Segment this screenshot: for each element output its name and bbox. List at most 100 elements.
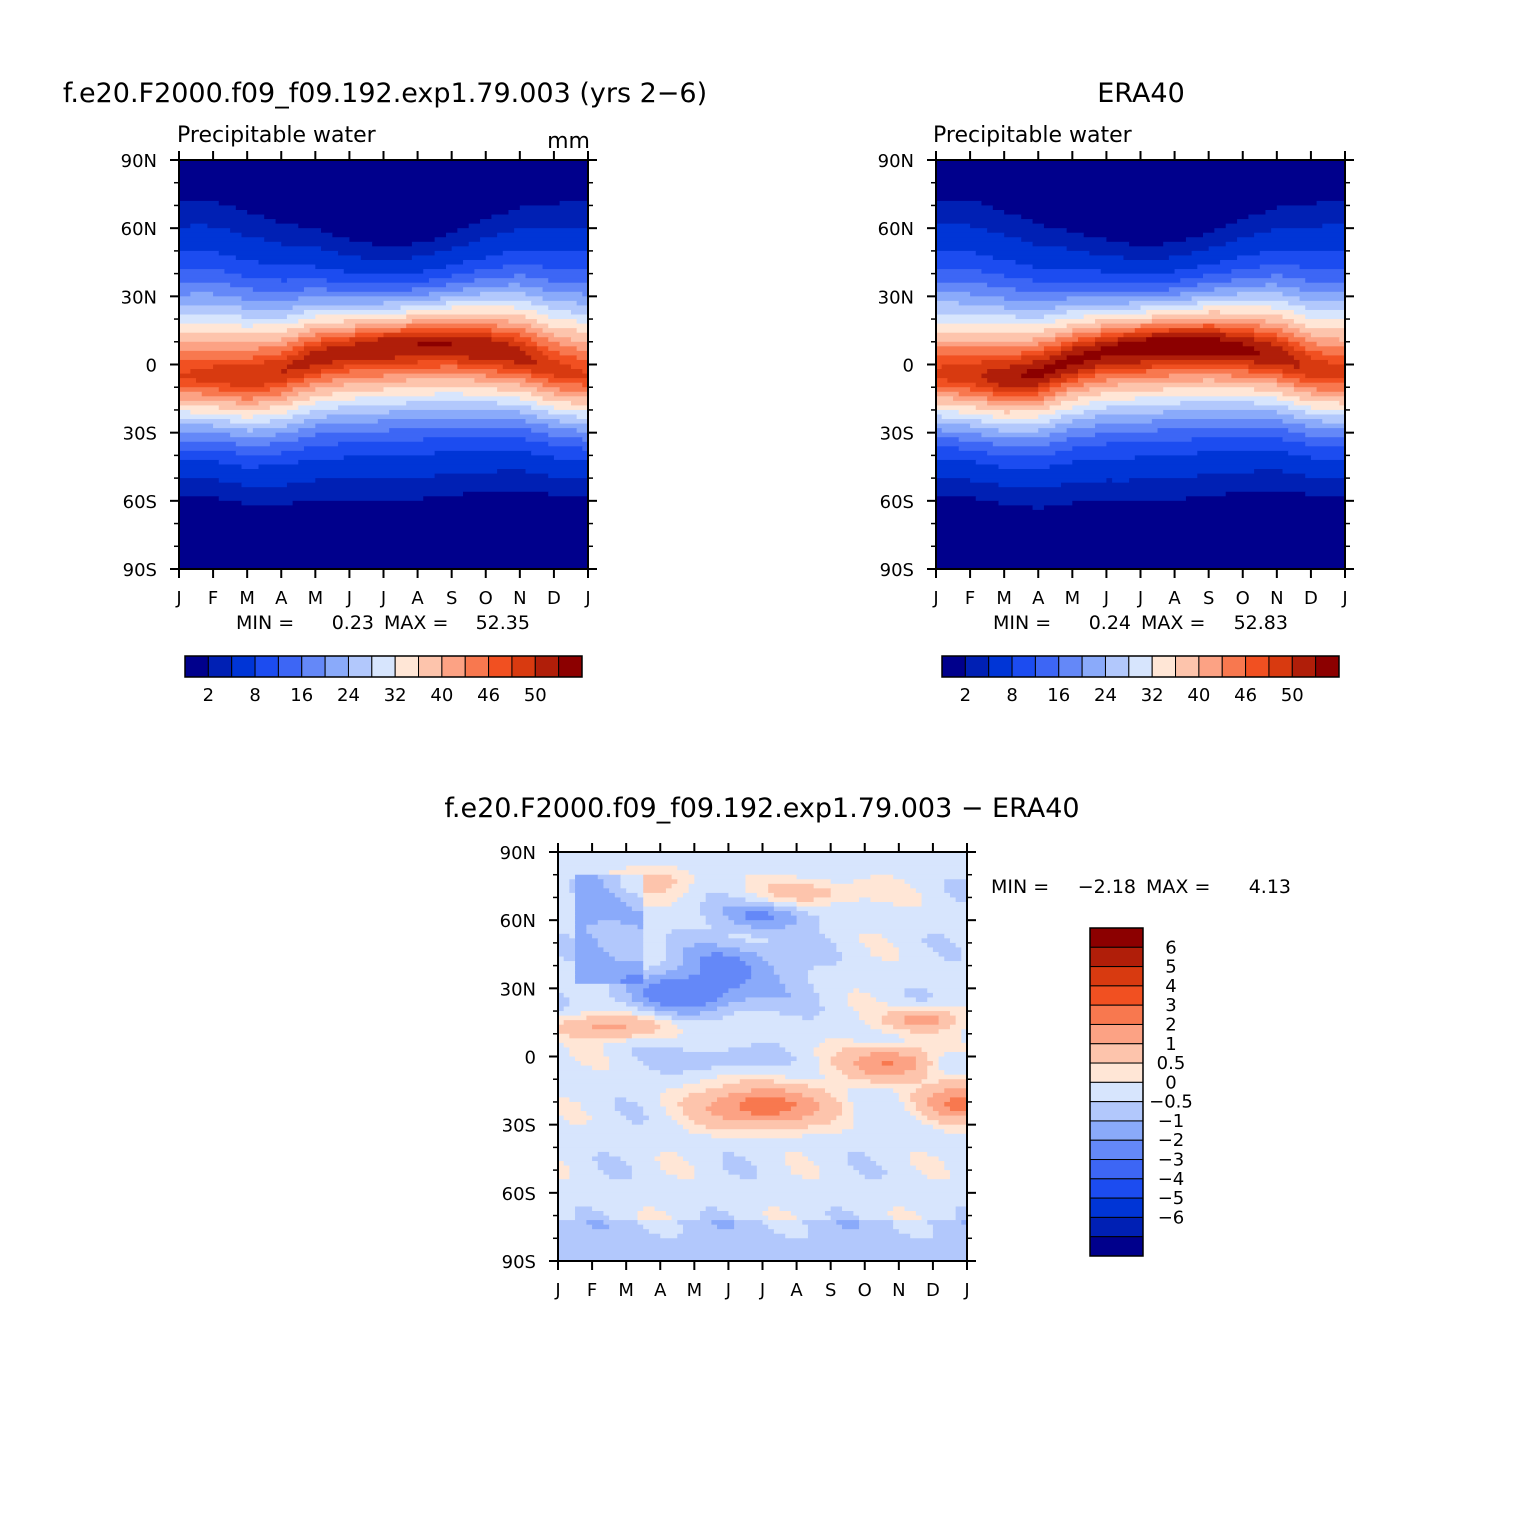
field-cell — [887, 1001, 967, 1008]
field-cell — [1322, 419, 1345, 425]
field-cell — [531, 373, 555, 379]
field-cell — [559, 359, 588, 366]
field-cell — [315, 400, 407, 406]
field-cell — [660, 1233, 678, 1239]
field-cell — [614, 1097, 627, 1103]
field-cell — [1117, 382, 1278, 388]
field-cell — [830, 1120, 854, 1126]
field-cell — [497, 469, 527, 475]
field-cell — [1049, 441, 1108, 447]
field-cell — [558, 1256, 967, 1261]
field-cell — [179, 532, 588, 538]
field-cell — [936, 328, 1045, 334]
field-cell — [626, 1115, 650, 1121]
field-cell — [927, 997, 967, 1003]
field-cell — [1043, 350, 1062, 357]
field-cell — [949, 1174, 967, 1180]
field-cell — [660, 1097, 684, 1103]
colorbar-box — [1089, 1120, 1144, 1141]
field-cell — [558, 1201, 967, 1208]
field-cell — [315, 423, 549, 429]
field-cell — [921, 1170, 951, 1176]
field-cell — [1100, 323, 1142, 329]
field-cell — [558, 1192, 967, 1198]
field-cell — [936, 219, 1034, 225]
field-cell — [179, 373, 305, 379]
field-cell — [728, 892, 758, 899]
field-cell — [1072, 346, 1102, 352]
field-cell — [842, 1129, 945, 1135]
field-cell — [961, 951, 967, 958]
colorbar-box — [1081, 655, 1106, 678]
field-cell — [936, 459, 977, 466]
field-cell — [1168, 287, 1215, 293]
field-cell — [975, 459, 1073, 466]
field-cell — [643, 920, 707, 926]
colorbar-label: 3 — [1165, 995, 1176, 1016]
field-cell — [824, 1038, 854, 1044]
x-tick-label: A — [411, 588, 424, 609]
field-cell — [796, 1056, 820, 1062]
field-cell — [241, 482, 288, 488]
field-cell — [859, 988, 906, 994]
field-cell — [411, 287, 464, 293]
field-cell — [179, 300, 385, 307]
field-cell — [190, 409, 288, 416]
field-cell — [1083, 314, 1153, 320]
field-cell — [1168, 255, 1238, 261]
field-cell — [281, 350, 299, 357]
field-cell — [355, 341, 419, 347]
x-tick-label: J — [963, 1280, 969, 1301]
field-cell — [1293, 364, 1301, 370]
field-cell — [936, 264, 1034, 270]
field-cell — [700, 1011, 735, 1017]
field-cell — [519, 409, 549, 416]
field-cell — [751, 974, 781, 980]
field-cell — [665, 888, 690, 894]
field-cell — [1060, 373, 1079, 379]
field-cell — [631, 992, 644, 999]
field-cell — [558, 942, 576, 949]
field-cell — [548, 473, 588, 479]
field-cell — [762, 1211, 792, 1217]
field-cell — [1100, 355, 1295, 361]
field-cell — [981, 200, 1318, 207]
field-cell — [179, 419, 231, 425]
field-cell — [847, 1001, 889, 1008]
x-tick-label: J — [1137, 588, 1143, 609]
y-tick-label: 0 — [146, 356, 157, 377]
field-cell — [643, 906, 701, 912]
field-cell — [575, 924, 587, 930]
field-cell — [927, 1174, 951, 1180]
field-cell — [1055, 359, 1085, 366]
field-cell — [179, 214, 265, 220]
field-cell — [548, 423, 588, 429]
field-cell — [1288, 341, 1301, 347]
field-cell — [213, 423, 288, 429]
field-cell — [998, 482, 1062, 488]
field-cell — [626, 988, 644, 994]
field-cell — [531, 405, 555, 411]
field-cell — [620, 879, 644, 885]
field-cell — [936, 478, 971, 484]
colorbar-box — [1089, 1159, 1144, 1180]
field-cell — [1202, 305, 1272, 311]
field-cell — [377, 337, 493, 343]
field-cell — [1191, 437, 1284, 443]
field-cell — [660, 1070, 684, 1076]
field-cell — [558, 1124, 684, 1130]
field-cell — [936, 528, 1345, 534]
field-cell — [643, 915, 707, 921]
field-cell — [321, 228, 458, 234]
field-cell — [987, 369, 1028, 375]
field-cell — [915, 1056, 928, 1062]
field-cell — [609, 1224, 644, 1230]
field-cell — [648, 965, 678, 971]
field-cell — [904, 992, 934, 999]
field-cell — [558, 892, 576, 899]
field-cell — [1083, 382, 1119, 388]
field-cell — [1072, 332, 1102, 338]
field-cell — [992, 414, 1039, 420]
field-cell — [570, 337, 588, 343]
y-tick-label: 60N — [878, 219, 914, 240]
